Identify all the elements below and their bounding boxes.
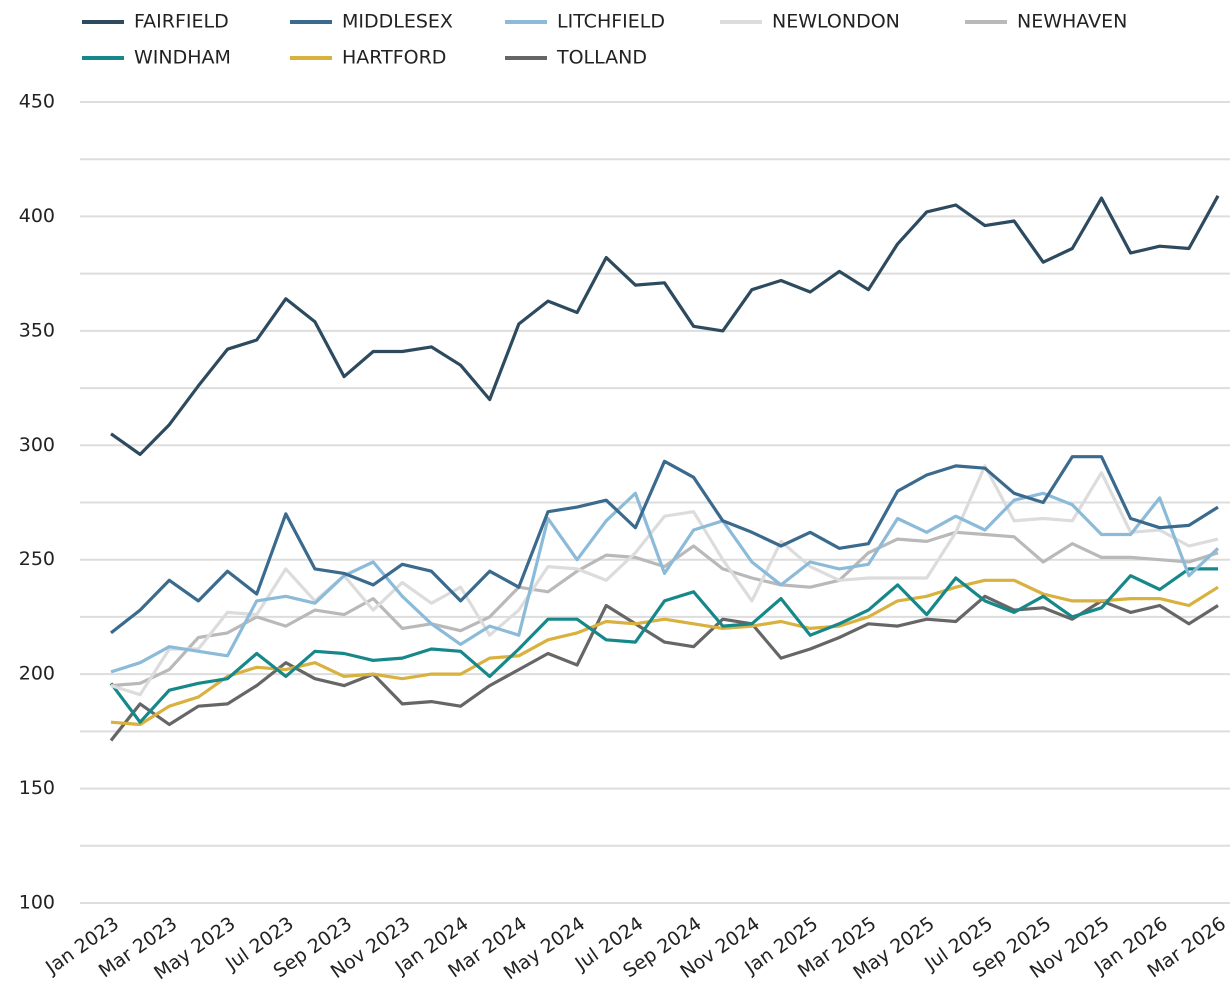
legend-label: LITCHFIELD	[557, 11, 665, 33]
line	[110, 530, 1219, 688]
legend-label: TOLLAND	[556, 47, 647, 69]
y-tick-label: 400	[19, 205, 55, 227]
line	[110, 491, 1220, 674]
y-tick-label: 200	[19, 663, 55, 685]
y-tick-label: 100	[19, 892, 55, 914]
legend-label: NEWLONDON	[772, 11, 900, 33]
y-tick-label: 450	[19, 91, 55, 113]
line	[110, 464, 1219, 697]
legend-label: WINDHAM	[134, 47, 231, 69]
y-tick-label: 300	[19, 434, 55, 456]
legend-label: FAIRFIELD	[134, 11, 229, 33]
line	[110, 455, 1219, 635]
legend-label: HARTFORD	[342, 47, 446, 69]
y-tick-label: 250	[19, 548, 55, 570]
line	[110, 195, 1220, 456]
line	[109, 567, 1218, 724]
y-tick-label: 150	[19, 777, 55, 799]
y-tick-label: 350	[19, 319, 55, 341]
legend-label: MIDDLESEX	[342, 11, 453, 33]
legend-label: NEWHAVEN	[1017, 11, 1127, 33]
